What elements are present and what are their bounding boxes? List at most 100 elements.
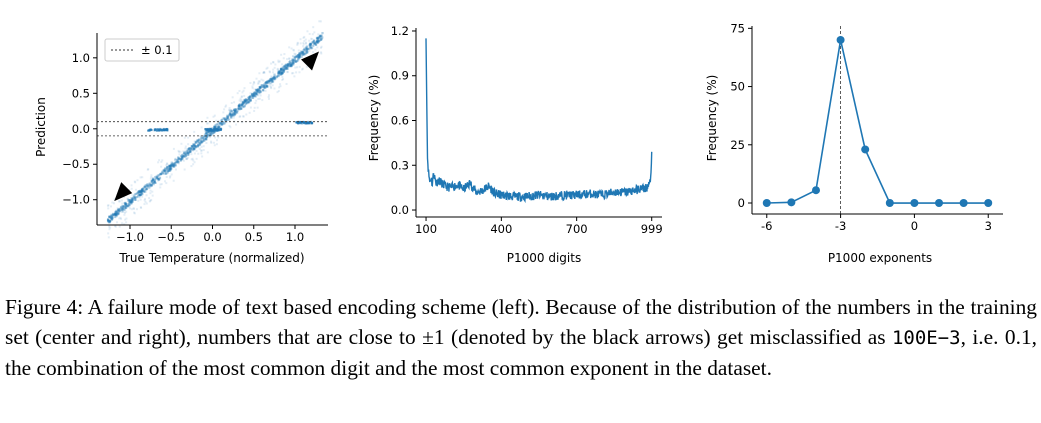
scatter-point — [316, 38, 319, 41]
scatter-point — [264, 89, 267, 92]
scatter-point — [205, 138, 208, 141]
scatter-point — [283, 68, 286, 71]
scatter-point — [292, 62, 295, 65]
scatter-point — [208, 129, 211, 132]
misclassified-point — [303, 121, 306, 124]
misclassified-point — [304, 122, 307, 125]
scatter-point — [285, 67, 288, 70]
scatter-point — [169, 167, 172, 170]
scatter-point — [267, 82, 270, 85]
scatter-point — [242, 101, 245, 104]
scatter-point — [164, 180, 167, 183]
scatter-point — [140, 190, 143, 193]
scatter-point — [252, 92, 256, 95]
scatter-point — [139, 198, 142, 201]
misclassified-point — [153, 128, 156, 131]
scatter-point — [312, 51, 315, 54]
x-tick-label: -3 — [835, 219, 846, 233]
scatter-point — [213, 125, 216, 128]
scatter-point — [114, 210, 117, 214]
scatter-point — [309, 43, 312, 46]
scatter-point — [262, 86, 265, 89]
scatter-point — [132, 197, 135, 200]
scatter-point — [162, 169, 165, 172]
misclassified-point — [299, 121, 302, 124]
scatter-point — [320, 52, 323, 55]
x-tick-label: 0 — [911, 219, 918, 233]
scatter-point — [229, 113, 232, 117]
scatter-point — [141, 176, 144, 179]
scatter-point — [279, 68, 282, 71]
scatter-point — [284, 67, 287, 71]
scatter-point — [227, 115, 230, 118]
scatter-point — [141, 189, 144, 192]
scatter-point — [255, 89, 258, 92]
scatter-point — [151, 179, 154, 182]
scatter-point — [284, 65, 287, 69]
scatter-point — [219, 121, 222, 125]
scatter-point — [205, 131, 208, 134]
scatter-point — [293, 57, 296, 60]
scatter-point — [243, 100, 247, 104]
scatter-point — [308, 44, 311, 47]
scatter-point — [157, 178, 161, 181]
scatter-point — [157, 177, 160, 181]
scatter-point — [222, 111, 225, 114]
scatter-point — [279, 70, 282, 73]
scatter-point — [223, 118, 227, 122]
scatter-point — [238, 104, 241, 107]
scatter-point — [255, 99, 258, 102]
scatter-point — [220, 119, 223, 122]
scatter-point — [277, 89, 280, 92]
scatter-point — [280, 72, 284, 75]
scatter-point — [165, 182, 168, 185]
scatter-point — [257, 97, 260, 100]
scatter-point — [108, 228, 111, 231]
scatter-point — [193, 161, 196, 164]
scatter-point — [192, 144, 195, 148]
scatter-point — [272, 77, 275, 80]
scatter-point — [134, 181, 137, 184]
scatter-point — [129, 199, 132, 202]
scatter-point — [301, 52, 305, 55]
scatter-point — [252, 81, 255, 84]
scatter-point — [123, 204, 126, 208]
scatter-point — [257, 82, 260, 85]
scatter-point — [299, 51, 302, 55]
scatter-point — [192, 149, 195, 152]
scatter-point — [253, 91, 257, 94]
scatter-point — [237, 104, 240, 107]
scatter-point — [133, 194, 136, 197]
scatter-point — [293, 60, 296, 63]
scatter-point — [143, 185, 147, 188]
scatter-point — [307, 44, 310, 47]
scatter-point — [108, 219, 112, 222]
scatter-point — [202, 139, 205, 142]
scatter-point — [198, 138, 201, 141]
scatter-point — [240, 103, 244, 107]
scatter-point — [265, 84, 268, 87]
scatter-point — [268, 71, 271, 74]
scatter-point — [314, 43, 318, 46]
scatter-point — [196, 139, 199, 142]
scatter-point — [168, 169, 171, 172]
scatter-point — [224, 118, 227, 121]
scatter-point — [312, 41, 316, 44]
scatter-point — [234, 108, 237, 111]
scatter-point — [124, 204, 127, 207]
scatter-point — [247, 100, 250, 104]
scatter-point — [305, 49, 309, 52]
scatter-point — [266, 80, 269, 83]
scatter-point — [192, 148, 196, 151]
scatter-point — [208, 132, 211, 135]
scatter-point — [232, 116, 235, 119]
scatter-point — [190, 148, 193, 151]
scatter-point — [152, 177, 155, 180]
scatter-point — [160, 165, 163, 168]
scatter-point — [121, 205, 125, 208]
scatter-point — [222, 122, 225, 125]
scatter-point — [207, 122, 210, 125]
scatter-point — [229, 112, 232, 116]
scatter-point — [153, 180, 156, 183]
scatter-point — [119, 205, 123, 209]
